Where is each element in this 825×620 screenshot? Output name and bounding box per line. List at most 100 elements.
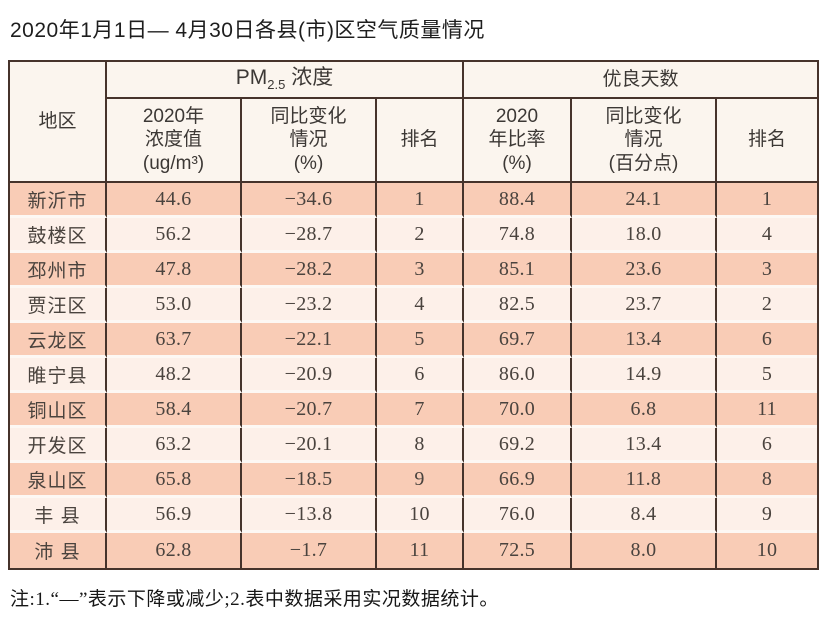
good-rank-cell: 10 (717, 533, 818, 568)
good-change-cell: 18.0 (572, 218, 717, 253)
table-row: 铜山区 58.4 −20.7 7 70.0 6.8 11 (10, 393, 818, 428)
pm-change-cell: −23.2 (242, 288, 377, 323)
table-body: 新沂市 44.6 −34.6 1 88.4 24.1 1 鼓楼区 56.2 −2… (10, 183, 818, 568)
region-cell: 沛 县 (10, 533, 107, 568)
header-good-change: 同比变化 情况 (百分点) (572, 99, 717, 183)
pm-value-cell: 47.8 (107, 253, 242, 288)
good-rate-cell: 70.0 (464, 393, 572, 428)
pm-change-cell: −20.7 (242, 393, 377, 428)
pm-label: PM (235, 66, 268, 90)
table-row: 开发区 63.2 −20.1 8 69.2 13.4 6 (10, 428, 818, 463)
pm-change-cell: −34.6 (242, 183, 377, 218)
table-row: 泉山区 65.8 −18.5 9 66.9 11.8 8 (10, 463, 818, 498)
good-rank-cell: 6 (717, 428, 818, 463)
header-sub-row: 2020年 浓度值 (ug/m³) 同比变化 情况 (%) 排名 2020 年比… (10, 99, 818, 183)
table-row: 睢宁县 48.2 −20.9 6 86.0 14.9 5 (10, 358, 818, 393)
region-cell: 泉山区 (10, 463, 107, 498)
pm-rank-cell: 3 (377, 253, 464, 288)
good-rank-cell: 1 (717, 183, 818, 218)
pm-value-cell: 53.0 (107, 288, 242, 323)
good-change-cell: 6.8 (572, 393, 717, 428)
pm-change-cell: −13.8 (242, 498, 377, 533)
region-cell: 睢宁县 (10, 358, 107, 393)
good-rank-cell: 3 (717, 253, 818, 288)
header-pm-change: 同比变化 情况 (%) (242, 99, 377, 183)
table-row: 邳州市 47.8 −28.2 3 85.1 23.6 3 (10, 253, 818, 288)
pm-change-cell: −28.2 (242, 253, 377, 288)
good-change-cell: 8.0 (572, 533, 717, 568)
header-good-rank: 排名 (717, 99, 818, 183)
table-row: 丰 县 56.9 −13.8 10 76.0 8.4 9 (10, 498, 818, 533)
header-good-days-group: 优良天数 (464, 62, 818, 99)
table-row: 沛 县 62.8 −1.7 11 72.5 8.0 10 (10, 533, 818, 568)
pm-rank-cell: 6 (377, 358, 464, 393)
good-change-cell: 24.1 (572, 183, 717, 218)
header-good-rate: 2020 年比率 (%) (464, 99, 572, 183)
pm-change-cell: −20.9 (242, 358, 377, 393)
pm-value-cell: 58.4 (107, 393, 242, 428)
region-cell: 开发区 (10, 428, 107, 463)
header-pm25-group: PM2.5 浓度 (107, 62, 464, 99)
table-row: 新沂市 44.6 −34.6 1 88.4 24.1 1 (10, 183, 818, 218)
region-cell: 邳州市 (10, 253, 107, 288)
pm-rank-cell: 9 (377, 463, 464, 498)
good-rate-cell: 66.9 (464, 463, 572, 498)
pm-rank-cell: 1 (377, 183, 464, 218)
pm-value-cell: 56.2 (107, 218, 242, 253)
pm-change-cell: −1.7 (242, 533, 377, 568)
region-cell: 铜山区 (10, 393, 107, 428)
pm-value-cell: 63.7 (107, 323, 242, 358)
good-change-cell: 13.4 (572, 428, 717, 463)
pm-rank-cell: 11 (377, 533, 464, 568)
header-group-row: 地区 PM2.5 浓度 优良天数 (10, 62, 818, 183)
pm-rank-cell: 8 (377, 428, 464, 463)
pm-value-cell: 65.8 (107, 463, 242, 498)
pm-value-cell: 56.9 (107, 498, 242, 533)
good-rank-cell: 6 (717, 323, 818, 358)
header-region: 地区 (10, 62, 107, 183)
pm-change-cell: −18.5 (242, 463, 377, 498)
pm-subscript: 2.5 (267, 77, 286, 93)
pm-rank-cell: 5 (377, 323, 464, 358)
pm-rank-cell: 7 (377, 393, 464, 428)
good-rank-cell: 11 (717, 393, 818, 428)
pm-rank-cell: 10 (377, 498, 464, 533)
air-quality-table: 地区 PM2.5 浓度 优良天数 2020年 浓度值 (ug/m³) 同比变化 … (8, 60, 820, 570)
pm-change-cell: −28.7 (242, 218, 377, 253)
good-rate-cell: 85.1 (464, 253, 572, 288)
pm-suffix: 浓度 (285, 66, 334, 90)
region-cell: 贾汪区 (10, 288, 107, 323)
good-rate-cell: 76.0 (464, 498, 572, 533)
good-change-cell: 11.8 (572, 463, 717, 498)
good-rate-cell: 72.5 (464, 533, 572, 568)
good-change-cell: 8.4 (572, 498, 717, 533)
page-title: 2020年1月1日— 4月30日各县(市)区空气质量情况 (10, 19, 485, 42)
table-row: 贾汪区 53.0 −23.2 4 82.5 23.7 2 (10, 288, 818, 323)
good-rate-cell: 69.7 (464, 323, 572, 358)
pm-rank-cell: 4 (377, 288, 464, 323)
header-pm-rank: 排名 (377, 99, 464, 183)
pm-value-cell: 63.2 (107, 428, 242, 463)
good-rate-cell: 69.2 (464, 428, 572, 463)
pm-value-cell: 48.2 (107, 358, 242, 393)
region-cell: 鼓楼区 (10, 218, 107, 253)
good-rate-cell: 74.8 (464, 218, 572, 253)
good-change-cell: 14.9 (572, 358, 717, 393)
good-rank-cell: 8 (717, 463, 818, 498)
good-rate-cell: 86.0 (464, 358, 572, 393)
pm-change-cell: −20.1 (242, 428, 377, 463)
pm-change-cell: −22.1 (242, 323, 377, 358)
good-rank-cell: 9 (717, 498, 818, 533)
region-cell: 新沂市 (10, 183, 107, 218)
region-cell: 云龙区 (10, 323, 107, 358)
good-rank-cell: 5 (717, 358, 818, 393)
header-pm-value: 2020年 浓度值 (ug/m³) (107, 99, 242, 183)
good-change-cell: 23.6 (572, 253, 717, 288)
good-change-cell: 13.4 (572, 323, 717, 358)
good-rate-cell: 82.5 (464, 288, 572, 323)
table-header: 地区 PM2.5 浓度 优良天数 2020年 浓度值 (ug/m³) 同比变化 … (10, 62, 818, 183)
good-rank-cell: 2 (717, 288, 818, 323)
footnote: 注:1.“—”表示下降或减少;2.表中数据采用实况数据统计。 (10, 589, 499, 610)
good-rate-cell: 88.4 (464, 183, 572, 218)
